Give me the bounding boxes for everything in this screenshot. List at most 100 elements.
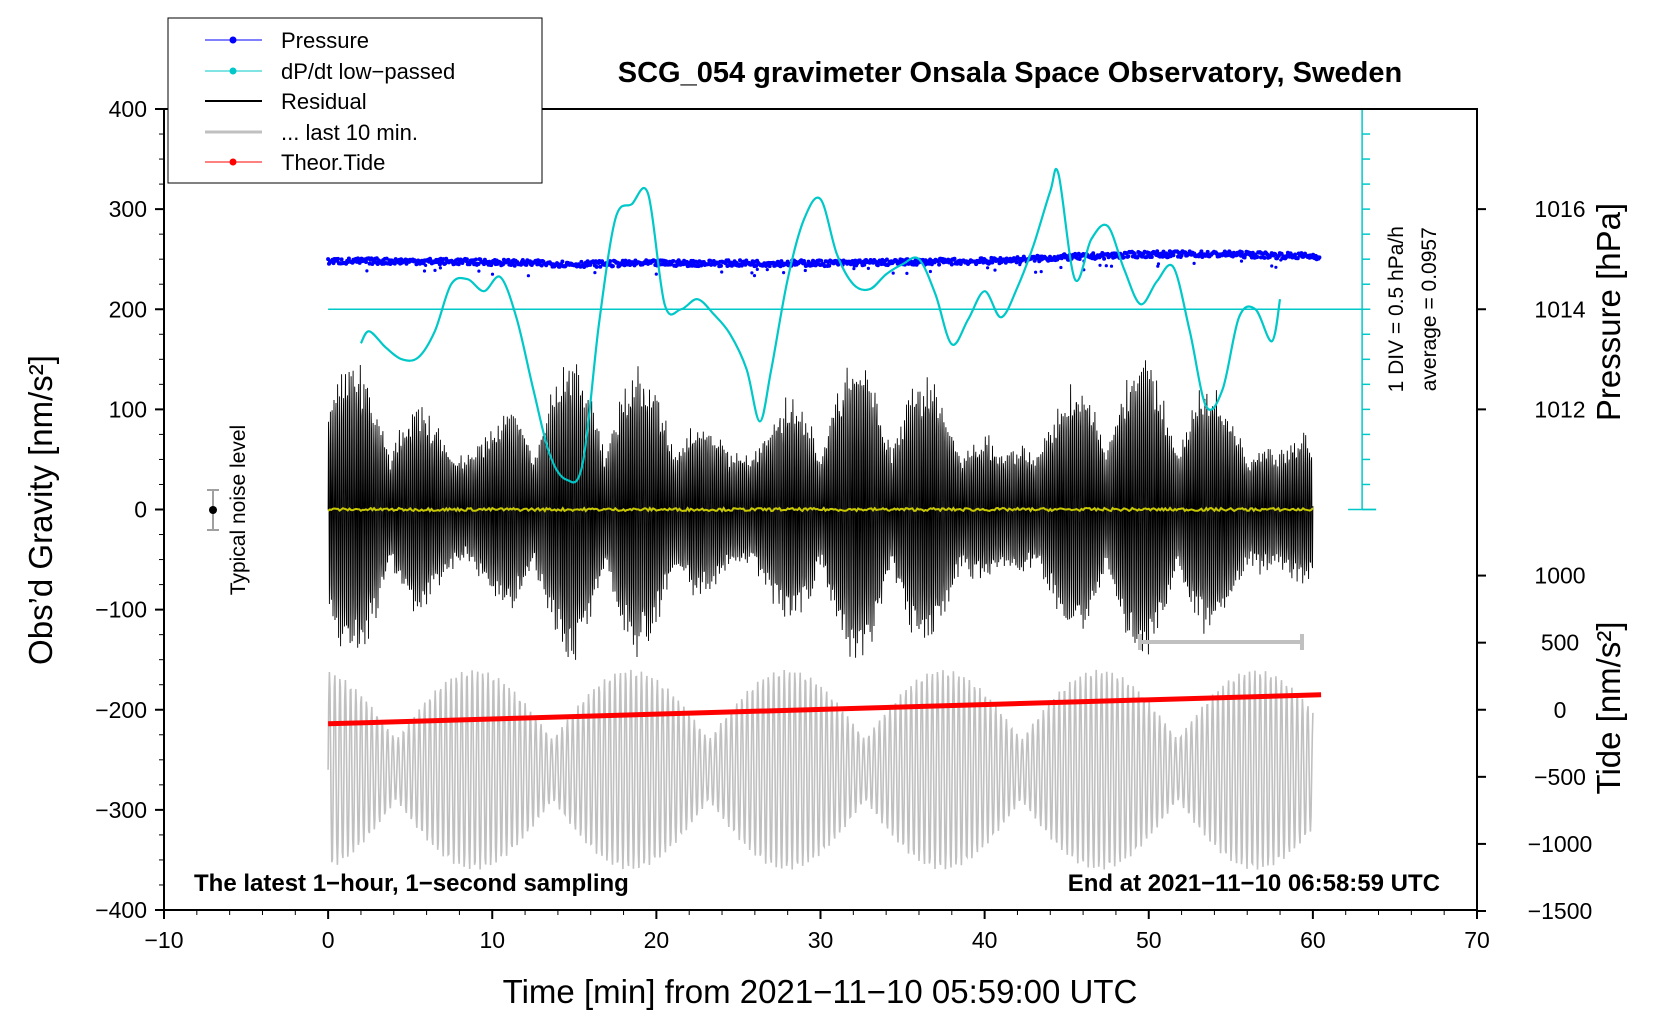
pressure-point bbox=[1014, 260, 1019, 265]
svg-text:−500: −500 bbox=[1534, 764, 1586, 790]
noise-label: Typical noise level bbox=[227, 425, 250, 595]
legend-pressure: Pressure bbox=[205, 28, 369, 53]
svg-text:10: 10 bbox=[479, 927, 505, 953]
y-axis-title: Obs’d Gravity [nm/s²] bbox=[22, 355, 59, 665]
pressure-point bbox=[1098, 263, 1102, 267]
svg-text:60: 60 bbox=[1300, 927, 1326, 953]
pressure-tick: 1014 bbox=[1477, 296, 1586, 322]
tide-series bbox=[327, 669, 1314, 870]
y-tick: −300 bbox=[95, 734, 164, 823]
pressure-point bbox=[424, 263, 428, 267]
svg-text:−400: −400 bbox=[95, 897, 147, 923]
pressure-point bbox=[827, 263, 832, 268]
pressure-point bbox=[1077, 257, 1082, 261]
x-tick: 60 bbox=[1300, 910, 1445, 953]
pressure-point bbox=[438, 266, 442, 270]
pressure-point bbox=[600, 259, 605, 264]
pressure-point bbox=[750, 271, 754, 275]
pressure-point bbox=[339, 257, 344, 262]
pressure-tick: 1012 bbox=[1477, 396, 1586, 422]
pressure-point bbox=[608, 259, 613, 264]
svg-text:0: 0 bbox=[134, 497, 147, 523]
y-tick: 200 bbox=[109, 233, 164, 322]
svg-text:Pressure: Pressure bbox=[281, 28, 369, 53]
x-tick: 50 bbox=[1136, 910, 1281, 953]
last-10-min-line bbox=[327, 669, 1314, 870]
pressure-point bbox=[671, 259, 676, 263]
svg-text:500: 500 bbox=[1541, 630, 1579, 656]
svg-text:50: 50 bbox=[1136, 927, 1162, 953]
svg-text:dP/dt low−passed: dP/dt low−passed bbox=[281, 59, 455, 84]
pressure-point bbox=[986, 266, 990, 270]
svg-text:0: 0 bbox=[322, 927, 335, 953]
svg-text:1014: 1014 bbox=[1534, 296, 1585, 322]
pressure-point bbox=[346, 256, 351, 261]
legend: Pressure dP/dt low−passed Residual ... l… bbox=[167, 17, 543, 184]
legend-theor-tide: Theor.Tide bbox=[205, 150, 385, 175]
pressure-point bbox=[1279, 258, 1283, 262]
x-tick: 70 bbox=[1464, 910, 1490, 953]
y-axis: −400 −300 −200 −100 0 100 200 300 400 bbox=[95, 96, 164, 923]
pressure-point bbox=[473, 257, 478, 262]
tide-tick: 1000 bbox=[1477, 563, 1586, 589]
legend-residual: Residual bbox=[205, 89, 367, 114]
noise-indicator: Typical noise level bbox=[207, 425, 250, 595]
pressure-point bbox=[1199, 249, 1204, 254]
tide-tick: −1000 bbox=[1477, 831, 1592, 857]
average-label: average = 0.0957 bbox=[1418, 227, 1441, 391]
chart-title: SCG_054 gravimeter Onsala Space Observat… bbox=[618, 57, 1402, 89]
svg-text:1000: 1000 bbox=[1534, 563, 1585, 589]
pressure-point bbox=[1239, 250, 1244, 255]
pressure-point bbox=[720, 270, 724, 274]
pressure-point bbox=[905, 271, 909, 275]
pressure-point bbox=[416, 258, 421, 263]
pressure-point bbox=[993, 268, 997, 272]
x-axis-title: Time [min] from 2021−11−10 05:59:00 UTC bbox=[503, 973, 1138, 1010]
pressure-point bbox=[506, 257, 511, 262]
residual-series bbox=[327, 360, 1314, 660]
pressure-point bbox=[1205, 249, 1210, 254]
pressure-point bbox=[326, 257, 331, 262]
svg-text:100: 100 bbox=[109, 396, 147, 422]
pressure-point bbox=[610, 264, 615, 269]
pressure-point bbox=[1295, 256, 1300, 261]
tide-tick: −500 bbox=[1477, 764, 1586, 790]
pressure-point bbox=[755, 267, 759, 271]
pressure-point bbox=[1109, 264, 1114, 268]
y-tick: 0 bbox=[134, 433, 164, 523]
pressure-point bbox=[664, 259, 669, 264]
pressure-point bbox=[1034, 270, 1038, 274]
y-tick: −400 bbox=[95, 834, 164, 923]
svg-text:0: 0 bbox=[1554, 697, 1567, 723]
pressure-point bbox=[593, 271, 597, 275]
pressure-point bbox=[875, 263, 880, 268]
pressure-tick: 1016 bbox=[1477, 196, 1586, 222]
pressure-point bbox=[598, 264, 603, 269]
pressure-point bbox=[1104, 264, 1108, 268]
pressure-point bbox=[560, 259, 565, 264]
pressure-point bbox=[836, 262, 841, 267]
pressure-point bbox=[1155, 249, 1160, 254]
legend-last-10-min: ... last 10 min. bbox=[205, 120, 418, 145]
scale-div-label: 1 DIV = 0.5 hPa/h bbox=[1385, 226, 1408, 392]
pressure-point bbox=[708, 258, 713, 263]
pressure-point bbox=[585, 259, 590, 264]
x-tick: 0 bbox=[322, 910, 460, 953]
pressure-point bbox=[1132, 252, 1137, 257]
pressure-axis-title: Pressure [hPa] bbox=[1590, 203, 1627, 421]
y-tick: −100 bbox=[95, 534, 164, 623]
y-tick: 300 bbox=[109, 133, 164, 222]
pressure-point bbox=[1059, 265, 1063, 270]
pressure-point bbox=[1121, 255, 1126, 260]
pressure-point bbox=[364, 260, 368, 264]
pressure-point bbox=[1270, 264, 1274, 268]
pressure-point bbox=[952, 256, 957, 261]
pressure-point bbox=[928, 269, 933, 274]
svg-text:20: 20 bbox=[644, 927, 670, 953]
svg-text:400: 400 bbox=[109, 96, 147, 122]
pressure-point bbox=[433, 268, 437, 272]
dpdt-line bbox=[359, 167, 1282, 484]
mean-series bbox=[327, 506, 1314, 513]
pressure-point bbox=[477, 269, 481, 273]
pressure-point bbox=[949, 262, 954, 267]
